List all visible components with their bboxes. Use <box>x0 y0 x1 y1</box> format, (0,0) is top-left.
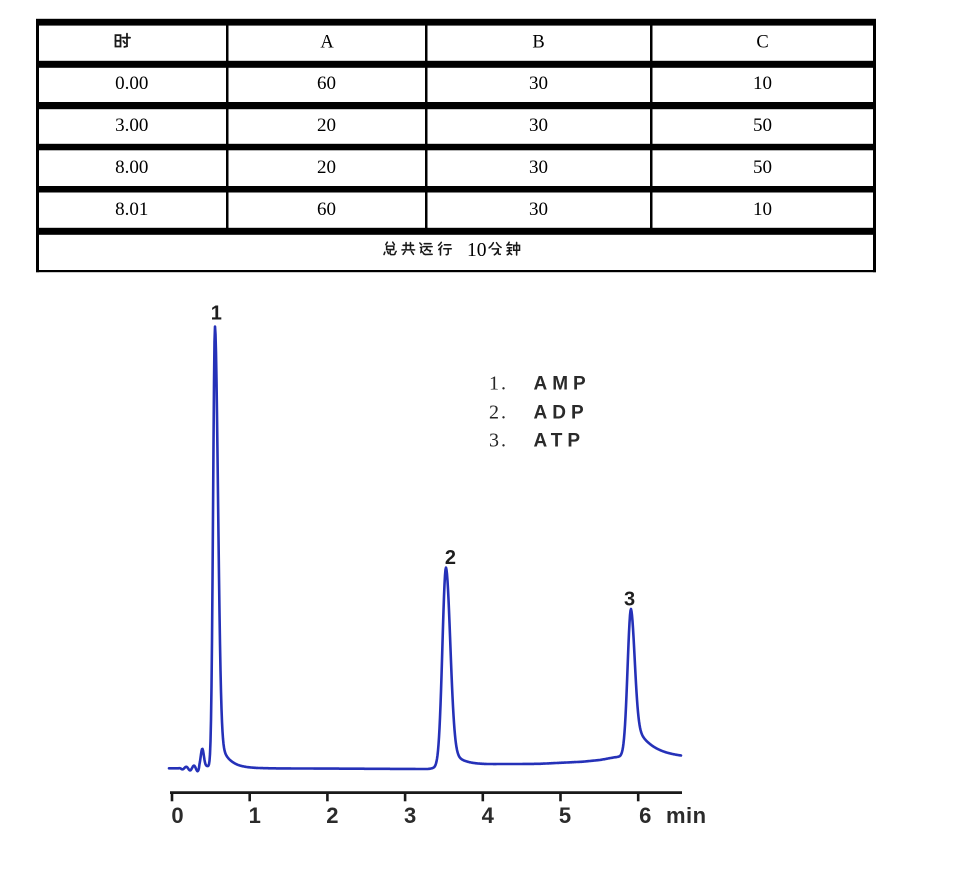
svg-text:10: 10 <box>753 199 772 220</box>
svg-text:20: 20 <box>317 157 336 178</box>
svg-text:50: 50 <box>753 157 772 178</box>
svg-text:50: 50 <box>753 115 772 136</box>
svg-text:2: 2 <box>445 547 456 569</box>
svg-text:30: 30 <box>529 157 548 178</box>
svg-text:30: 30 <box>529 73 548 94</box>
svg-text:2.: 2. <box>489 402 508 424</box>
svg-text:A: A <box>320 33 334 53</box>
svg-text:0.00: 0.00 <box>115 73 148 94</box>
svg-text:30: 30 <box>529 115 548 136</box>
svg-text:0: 0 <box>171 803 183 828</box>
svg-text:60: 60 <box>317 73 336 94</box>
svg-text:ADP: ADP <box>534 403 589 424</box>
svg-text:2: 2 <box>326 803 338 828</box>
svg-text:1: 1 <box>211 303 222 325</box>
svg-text:10: 10 <box>467 240 487 261</box>
svg-text:3.00: 3.00 <box>115 115 148 136</box>
svg-text:B: B <box>532 33 544 53</box>
svg-text:5: 5 <box>559 803 571 828</box>
svg-text:20: 20 <box>317 115 336 136</box>
svg-text:4: 4 <box>482 803 495 828</box>
svg-text:10: 10 <box>753 73 772 94</box>
svg-text:AMP: AMP <box>534 374 591 395</box>
svg-text:8.00: 8.00 <box>115 157 148 178</box>
svg-text:3: 3 <box>404 803 416 828</box>
svg-text:60: 60 <box>317 199 336 220</box>
svg-text:8.01: 8.01 <box>115 199 148 220</box>
svg-text:1: 1 <box>249 803 261 828</box>
svg-text:min: min <box>666 803 707 828</box>
svg-text:6: 6 <box>639 803 651 828</box>
svg-text:3.: 3. <box>489 430 508 452</box>
svg-text:ATP: ATP <box>534 431 586 452</box>
svg-text:3: 3 <box>624 589 635 611</box>
svg-text:30: 30 <box>529 199 548 220</box>
svg-text:C: C <box>756 33 768 53</box>
svg-text:1.: 1. <box>489 373 508 395</box>
